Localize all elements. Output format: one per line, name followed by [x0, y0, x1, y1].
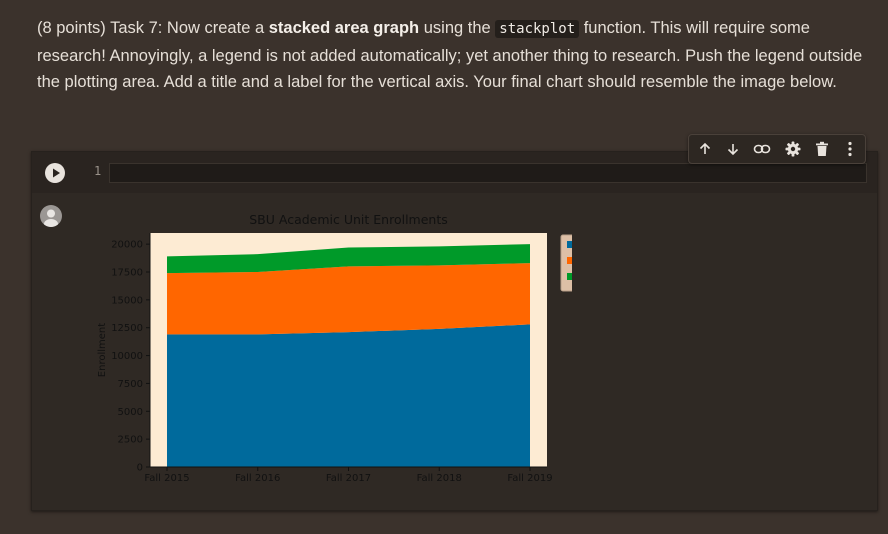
y-tick-label: 12500 [111, 323, 143, 334]
more-vert-icon [848, 141, 852, 157]
settings-button[interactable] [780, 135, 806, 163]
x-tick-label: Fall 2019 [507, 473, 552, 484]
y-tick-label: 2500 [118, 435, 143, 446]
task-text-mid: using the [419, 19, 496, 37]
legend-swatch [567, 273, 572, 280]
y-axis-label: Enrollment [97, 323, 108, 377]
stacked-area-chart: 0 2500 5000 7500 10000 12500 15000 17500 20000 Fa… [97, 212, 572, 484]
arrow-up-icon [699, 142, 711, 154]
x-tick-label: Fall 2015 [144, 473, 189, 484]
x-tick-label: Fall 2016 [235, 473, 280, 484]
y-tick-label: 5000 [118, 407, 143, 418]
x-tick-label: Fall 2018 [417, 473, 462, 484]
chart-title: SBU Academic Unit Enrollments [249, 212, 448, 227]
code-editor[interactable] [109, 163, 867, 183]
legend-swatch [567, 257, 572, 264]
delete-button[interactable] [809, 135, 835, 163]
play-icon [53, 168, 60, 178]
y-tick-label: 7500 [118, 379, 143, 390]
y-tick-label: 0 [137, 463, 143, 474]
y-tick-label: 10000 [111, 351, 143, 362]
y-tick-label: 17500 [111, 268, 143, 279]
run-cell-button[interactable] [45, 163, 65, 183]
legend-swatch [567, 241, 572, 248]
y-tick-label: 20000 [111, 240, 143, 251]
task-text-suffix: function. This will require some researc… [37, 19, 863, 91]
trash-icon [816, 141, 828, 156]
area-series-1 [167, 324, 530, 467]
markdown-cell-text: (8 points) Task 7: Now create a stacked … [37, 15, 867, 96]
task-text-prefix: (8 points) Task 7: Now create a [37, 19, 269, 37]
more-options-button[interactable] [837, 135, 863, 163]
link-button[interactable] [749, 135, 775, 163]
cell-toolbar [688, 134, 866, 164]
task-text-bold: stacked area graph [268, 19, 420, 37]
cell-input-area: 1 [32, 152, 877, 193]
inline-code: stackplot [495, 20, 580, 38]
area-series-2 [167, 263, 530, 335]
output-avatar-icon [40, 205, 62, 227]
area-series-3 [167, 244, 530, 274]
link-icon [753, 144, 771, 154]
x-tick-label: Fall 2017 [326, 473, 371, 484]
y-tick-label: 15000 [111, 295, 143, 306]
move-up-button[interactable] [692, 135, 718, 163]
line-number: 1 [94, 164, 102, 178]
gear-icon [785, 141, 801, 157]
code-cell[interactable]: 1 0 2500 5000 7500 10000 12500 15000 17500 20000… [31, 151, 878, 511]
move-down-button[interactable] [720, 135, 746, 163]
arrow-down-icon [727, 144, 739, 156]
